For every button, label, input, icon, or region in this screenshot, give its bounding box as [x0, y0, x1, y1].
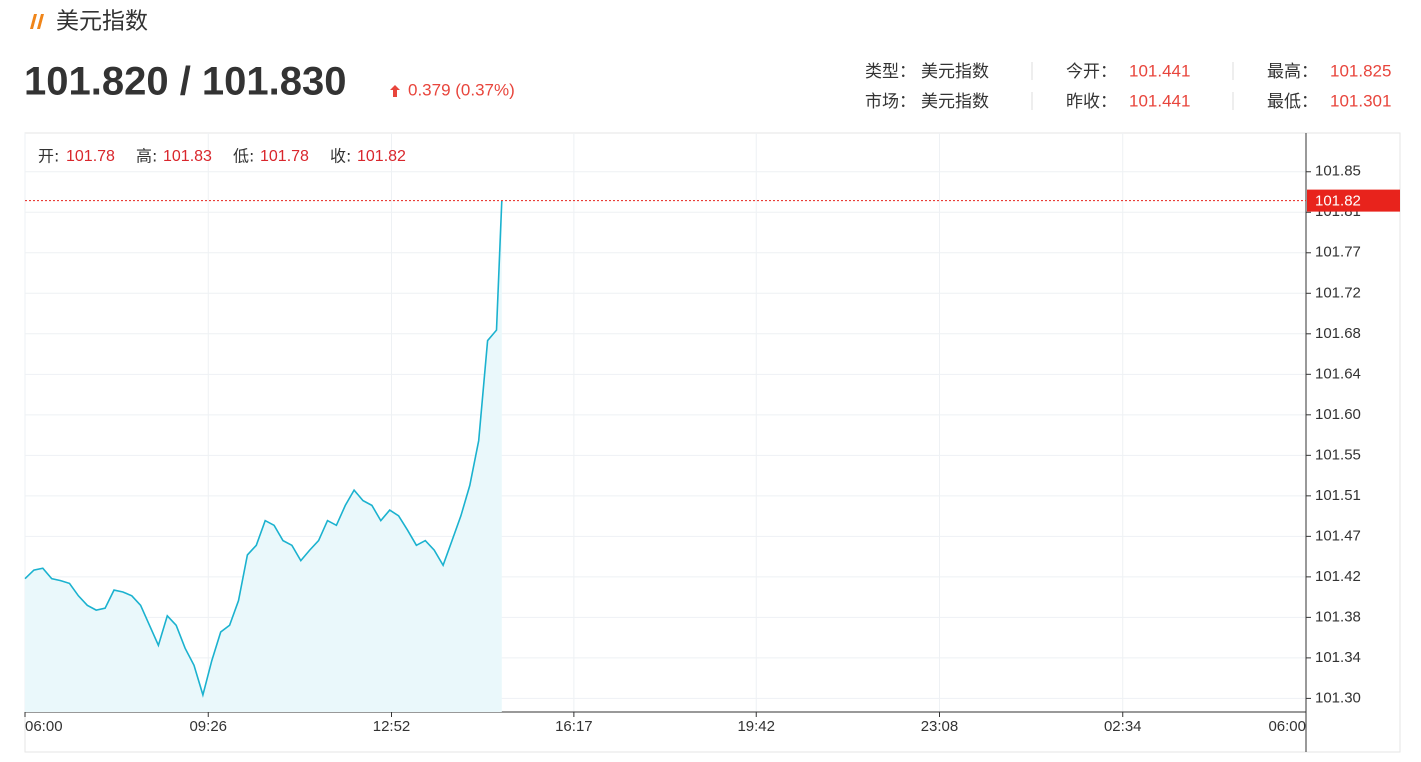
x-tick-label: 19:42: [737, 718, 775, 735]
ohlc-value: 101.82: [357, 148, 406, 165]
stat-value: 美元指数: [921, 62, 989, 82]
ohlc-label: 高:: [136, 147, 157, 166]
y-tick-label: 101.47: [1315, 527, 1361, 544]
stat-value: 101.825: [1330, 61, 1391, 80]
y-tick-label: 101.72: [1315, 284, 1361, 301]
y-tick-label: 101.51: [1315, 487, 1361, 504]
stat-value: 101.441: [1129, 91, 1190, 110]
quote: 101.820 / 101.830: [24, 60, 347, 104]
stat-label: 市场：: [865, 92, 916, 112]
change: 0.379 (0.37%): [408, 80, 515, 99]
line: [24, 200, 503, 698]
title-icon: [30, 14, 44, 29]
y-tick-label: 101.68: [1315, 325, 1361, 342]
ohlc-label: 开:: [38, 147, 59, 166]
ohlc-value: 101.78: [66, 148, 115, 165]
y-tick-label: 101.30: [1315, 689, 1361, 706]
area-fill: [25, 200, 502, 712]
x-tick-label: 02:34: [1104, 718, 1142, 735]
ohlc-label: 收:: [330, 147, 351, 166]
stat-label: 昨收：: [1066, 92, 1117, 112]
x-tick-label: 09:26: [189, 718, 227, 735]
x-tick-label: 06:00: [1268, 718, 1306, 735]
stat-value: 美元指数: [921, 92, 989, 112]
up-arrow: [390, 85, 400, 97]
y-tick-label: 101.34: [1315, 649, 1361, 666]
ohlc-label: 低:: [233, 147, 254, 166]
y-tick-label: 101.85: [1315, 163, 1361, 180]
stat-label: 最高：: [1267, 62, 1318, 82]
y-tick-label: 101.38: [1315, 608, 1361, 625]
chart: 101.30 101.34 101.38 101.42 101.47 101.51 101.…: [24, 133, 1400, 752]
y-tick-label: 101.64: [1315, 365, 1361, 382]
stat-value: 101.441: [1129, 61, 1190, 80]
x-tick-label: 06:00: [25, 718, 63, 735]
y-tick-label: 101.55: [1315, 446, 1361, 463]
stat-label: 今开：: [1066, 62, 1117, 82]
x-tick-label: 16:17: [555, 718, 593, 735]
x-tick-label: 12:52: [373, 718, 411, 735]
y-tick-label: 101.60: [1315, 406, 1361, 423]
stat-label: 最低：: [1267, 92, 1318, 112]
stat-value: 101.301: [1330, 91, 1391, 110]
ohlc-value: 101.83: [163, 148, 212, 165]
last-price-label: 101.82: [1315, 193, 1361, 210]
y-tick-label: 101.42: [1315, 568, 1361, 585]
y-tick-label: 101.77: [1315, 244, 1361, 261]
stat-label: 类型：: [865, 62, 916, 82]
title: 美元指数: [56, 9, 148, 35]
last-price-tag: [1307, 189, 1400, 212]
ohlc-value: 101.78: [260, 148, 309, 165]
x-tick-label: 23:08: [921, 718, 959, 735]
